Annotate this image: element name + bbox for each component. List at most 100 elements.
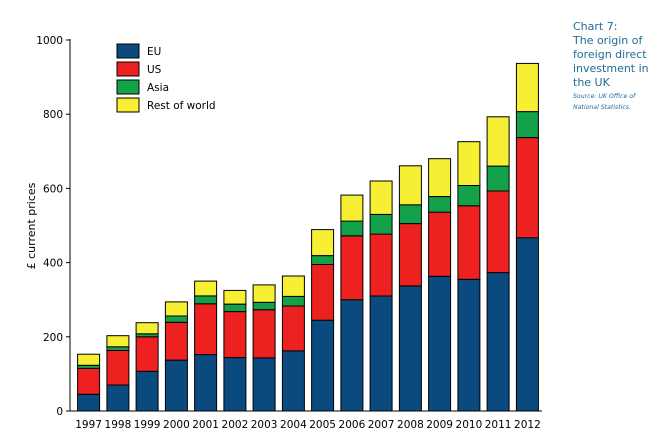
caption-title: Chart 7: The origin of foreign direct in… [573, 20, 655, 90]
legend-swatch-us [116, 61, 140, 77]
bar-rest-of-world-2004 [281, 275, 305, 297]
x-tick-label: 1999 [134, 419, 161, 431]
bar-rest-of-world-2010 [457, 141, 481, 186]
bar-rest-of-world-2009 [428, 158, 452, 197]
x-tick-label: 2007 [368, 419, 395, 431]
y-tick-label: 0 [56, 406, 63, 418]
caption-title-line: The origin of [573, 34, 643, 47]
bar-eu-2002 [223, 357, 247, 412]
bar-us-1998 [106, 350, 130, 386]
bar-us-2012 [515, 137, 539, 239]
x-tick-label: 2006 [339, 419, 366, 431]
bar-us-1999 [135, 336, 159, 372]
bar-rest-of-world-2008 [398, 165, 422, 206]
legend-label: EU [147, 46, 161, 58]
bar-rest-of-world-2011 [486, 116, 510, 167]
legend: EU US Asia Rest of world [116, 43, 216, 113]
x-tick-label: 2002 [222, 419, 249, 431]
bar-asia-2001 [194, 295, 218, 305]
y-tick-label: 800 [43, 109, 63, 121]
bar-asia-2002 [223, 303, 247, 313]
bar-us-2000 [164, 321, 188, 361]
bar-eu-2000 [164, 359, 188, 412]
bar-asia-2004 [281, 295, 305, 307]
bar-eu-1999 [135, 370, 159, 412]
bar-us-1997 [77, 367, 101, 395]
bar-rest-of-world-1997 [77, 353, 101, 366]
bar-us-2005 [311, 264, 335, 321]
bar-asia-2000 [164, 315, 188, 323]
caption-title-line: the UK [573, 76, 610, 89]
bar-eu-2005 [311, 319, 335, 412]
bar-eu-2007 [369, 295, 393, 412]
bar-rest-of-world-2006 [340, 194, 364, 222]
caption-source-line: National Statistics. [573, 104, 632, 111]
bar-rest-of-world-2001 [194, 280, 218, 297]
bar-us-2008 [398, 223, 422, 287]
x-tick-label: 1997 [75, 419, 102, 431]
bar-rest-of-world-2002 [223, 289, 247, 305]
bar-eu-2003 [252, 357, 276, 412]
bar-eu-2012 [515, 237, 539, 412]
bar-eu-2008 [398, 285, 422, 412]
legend-label: Asia [147, 82, 169, 94]
legend-label: Rest of world [147, 100, 216, 112]
bar-asia-2003 [252, 301, 276, 311]
x-tick-label: 2008 [397, 419, 424, 431]
bar-us-2009 [428, 211, 452, 277]
x-tick-label: 2003 [251, 419, 278, 431]
bar-asia-2007 [369, 213, 393, 235]
legend-swatch-asia [116, 79, 140, 95]
bar-eu-2006 [340, 299, 364, 412]
bar-asia-1997 [77, 364, 101, 369]
legend-label: US [147, 64, 162, 76]
y-tick-label: 200 [43, 332, 63, 344]
legend-swatch-rest-of-world [116, 97, 140, 113]
bar-eu-1997 [77, 393, 101, 412]
caption-title-line: investment in [573, 62, 649, 75]
bar-eu-2010 [457, 278, 481, 412]
bar-asia-2008 [398, 204, 422, 225]
x-tick-label: 2001 [192, 419, 219, 431]
y-axis-label: £ current prices [25, 182, 38, 269]
bar-rest-of-world-2005 [311, 229, 335, 257]
bar-rest-of-world-2000 [164, 301, 188, 317]
bar-rest-of-world-2012 [515, 62, 539, 113]
bar-asia-1998 [106, 346, 130, 351]
bar-asia-2012 [515, 111, 539, 139]
y-tick-label: 1000 [36, 35, 63, 47]
x-tick-label: 2009 [426, 419, 453, 431]
bar-us-2007 [369, 233, 393, 297]
bar-eu-1998 [106, 384, 130, 412]
x-tick-label: 2000 [163, 419, 190, 431]
y-tick-label: 600 [43, 183, 63, 195]
bar-us-2004 [281, 305, 305, 352]
bar-us-2002 [223, 311, 247, 359]
bar-us-2011 [486, 190, 510, 274]
bar-eu-2001 [194, 354, 218, 412]
bar-rest-of-world-1999 [135, 322, 159, 335]
caption-title-line: foreign direct [573, 48, 647, 61]
bar-asia-2011 [486, 165, 510, 192]
legend-swatch-eu [116, 43, 140, 59]
bar-asia-2006 [340, 220, 364, 237]
x-tick-label: 2011 [485, 419, 512, 431]
axes: 1997 1998 1999 2000 2001 2002 2003 2004 2005 2006… [36, 35, 542, 431]
bars [77, 62, 539, 412]
bar-rest-of-world-2007 [369, 180, 393, 215]
bar-asia-2010 [457, 184, 481, 207]
bar-rest-of-world-1998 [106, 335, 130, 348]
bar-eu-2011 [486, 272, 510, 412]
chart-caption: Chart 7: The origin of foreign direct in… [573, 20, 655, 113]
bar-eu-2009 [428, 275, 452, 412]
x-tick-label: 2005 [309, 419, 336, 431]
bar-eu-2004 [281, 350, 305, 412]
x-tick-label: 2004 [280, 419, 307, 431]
bar-asia-2009 [428, 196, 452, 213]
x-tick-label: 2012 [514, 419, 541, 431]
bar-us-2001 [194, 303, 218, 356]
x-tick-label: 2010 [456, 419, 483, 431]
caption-source-line: Source: UK Office of [573, 93, 636, 100]
y-tick-label: 400 [43, 258, 63, 270]
